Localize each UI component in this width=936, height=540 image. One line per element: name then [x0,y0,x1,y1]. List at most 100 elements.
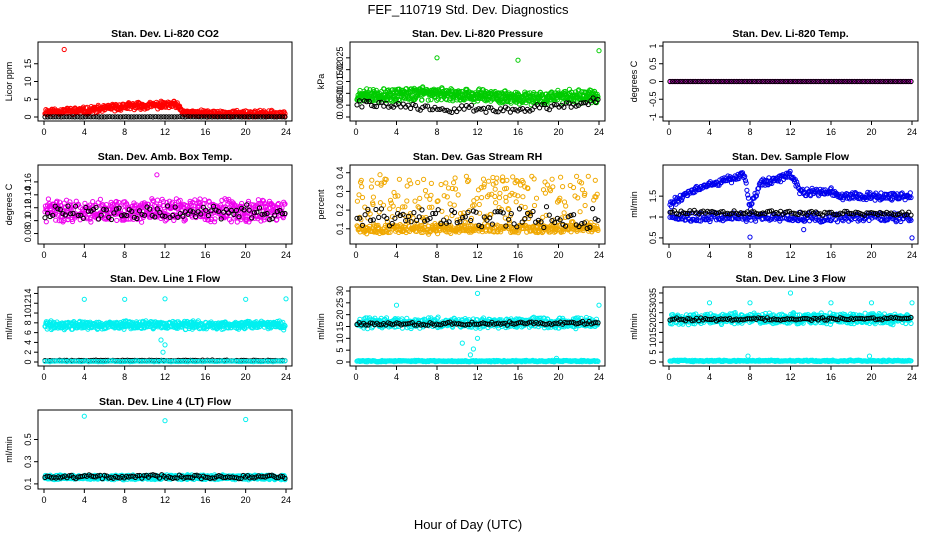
data-point [182,114,188,120]
data-point [378,206,384,212]
x-tick-label: 12 [160,372,170,382]
data-point [490,107,496,114]
data-point [88,114,94,120]
y-tick-label: 1 [648,215,658,220]
x-tick-label: 0 [41,372,46,382]
data-point [66,114,72,120]
x-tick-label: 12 [472,372,482,382]
data-point [228,114,234,120]
x-tick-label: 20 [553,127,563,137]
panel-title: Stan. Dev. Sample Flow [732,151,850,163]
data-point [585,173,591,179]
panel-title: Stan. Dev. Li-820 CO2 [111,28,219,40]
x-tick-label: 4 [82,372,87,382]
series-1 [42,46,288,120]
data-point [162,296,168,302]
data-point [448,86,454,92]
data-point [131,114,137,120]
data-point [455,192,461,198]
data-point [266,114,272,120]
series-1 [667,168,915,241]
data-point [435,207,441,213]
data-point [493,109,499,115]
data-point [443,180,449,186]
panel-title: Stan. Dev. Li-820 Temp. [732,28,848,40]
data-point [546,107,552,113]
x-tick-label: 4 [394,127,399,137]
x-tick-label: 24 [281,372,291,382]
data-point [179,114,186,120]
data-point [428,97,434,103]
data-point [134,114,140,120]
data-point [97,196,104,202]
data-point [396,176,402,182]
data-point [513,199,519,205]
data-point [376,100,382,106]
data-point [578,100,584,106]
data-point [454,108,460,115]
data-point [580,100,587,106]
data-point [64,114,70,120]
x-tick-label: 12 [472,250,482,260]
panel-3: Stan. Dev. Li-820 Temp.degrees C0 4 8 12 16 2… [629,28,919,137]
data-point [268,114,275,120]
y-tick-label: 1 [648,43,658,48]
data-point [508,100,514,106]
data-point [390,87,396,93]
data-point [496,195,503,201]
data-point [154,197,161,203]
data-point [376,214,382,220]
data-point [356,98,362,104]
data-point [99,114,105,120]
data-point [104,114,110,120]
x-tick-label: 4 [707,250,712,260]
series-1 [42,296,289,355]
y-tick-label: 0.5 [648,232,658,245]
data-point [428,192,434,198]
data-point [483,109,489,115]
data-point [527,108,533,114]
data-point [215,114,221,120]
data-point [354,198,360,204]
y-tick-label: 0.3 [335,185,345,198]
x-tick-label: 4 [707,127,712,137]
data-point [449,109,455,116]
x-tick-label: 20 [241,250,251,260]
y-tick-label: 0.4 [335,166,345,179]
x-tick-label: 12 [160,250,170,260]
data-point [236,114,242,120]
data-point [147,114,153,120]
y-tick-label: 20 [335,310,345,320]
data-point [595,94,601,100]
data-point [378,99,384,105]
data-point [136,114,142,120]
data-point [377,172,383,178]
data-point [544,100,550,106]
data-point [585,101,591,108]
data-point [282,114,288,120]
data-point [554,97,561,103]
y-tick-label: 2 [23,350,33,355]
data-point [425,97,431,103]
y-tick-label: 14 [23,288,33,298]
data-point [74,114,81,120]
data-point [517,106,523,113]
data-point [361,98,367,104]
data-point [177,103,183,109]
data-point [505,106,511,112]
data-point [154,172,160,178]
x-tick-label: 8 [122,372,127,382]
data-point [481,181,487,187]
data-point [80,114,86,120]
x-tick-label: 8 [122,250,127,260]
data-point [596,48,602,54]
x-tick-label: 20 [241,372,251,382]
x-tick-label: 16 [513,372,523,382]
data-point [45,196,52,202]
data-point [252,114,258,120]
x-tick-label: 24 [907,127,917,137]
data-point [561,104,567,110]
data-point [362,212,368,218]
